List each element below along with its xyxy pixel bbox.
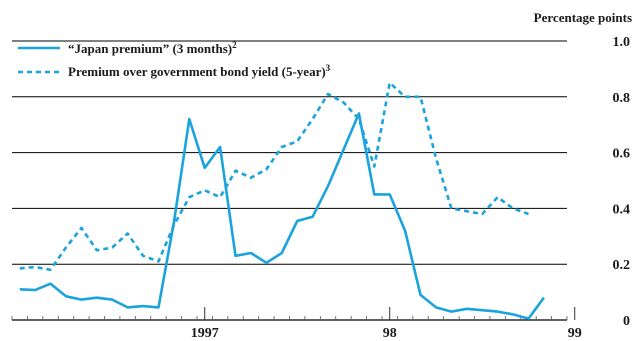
legend-footnote-3: 3 <box>326 63 331 73</box>
series-line-japan-premium <box>19 112 545 320</box>
y-tick-label: 1.0 <box>613 35 631 50</box>
legend-entry-bond-premium: Premium over government bond yield (5-ye… <box>68 63 331 79</box>
y-tick-label: 0.2 <box>613 258 631 273</box>
legend-entry-japan-premium: “Japan premium” (3 months)2 <box>68 40 237 56</box>
legend: “Japan premium” (3 months)2 Premium over… <box>18 40 331 79</box>
x-tick-label: 1997 <box>191 326 219 341</box>
x-tick-label: 98 <box>383 326 397 341</box>
x-axis <box>11 307 576 321</box>
y-tick-label: 0.6 <box>613 147 631 162</box>
x-tick-labels: 1997 98 99 <box>191 326 582 341</box>
horizontal-gridlines <box>12 40 567 265</box>
legend-label-japan-premium: “Japan premium” (3 months) <box>68 41 232 56</box>
y-tick-label: 0.4 <box>613 202 631 217</box>
y-tick-label: 0 <box>623 314 630 329</box>
x-tick-label: 99 <box>568 326 582 341</box>
series-line-bond-premium <box>19 81 529 272</box>
legend-footnote-2: 2 <box>232 40 237 50</box>
y-tick-labels: 0 0.2 0.4 0.6 0.8 1.0 <box>613 35 631 329</box>
series-lines <box>19 81 545 320</box>
y-axis-unit-label: Percentage points <box>534 10 632 25</box>
y-tick-label: 0.8 <box>613 91 631 106</box>
legend-label-bond-premium: Premium over government bond yield (5-ye… <box>68 64 326 79</box>
